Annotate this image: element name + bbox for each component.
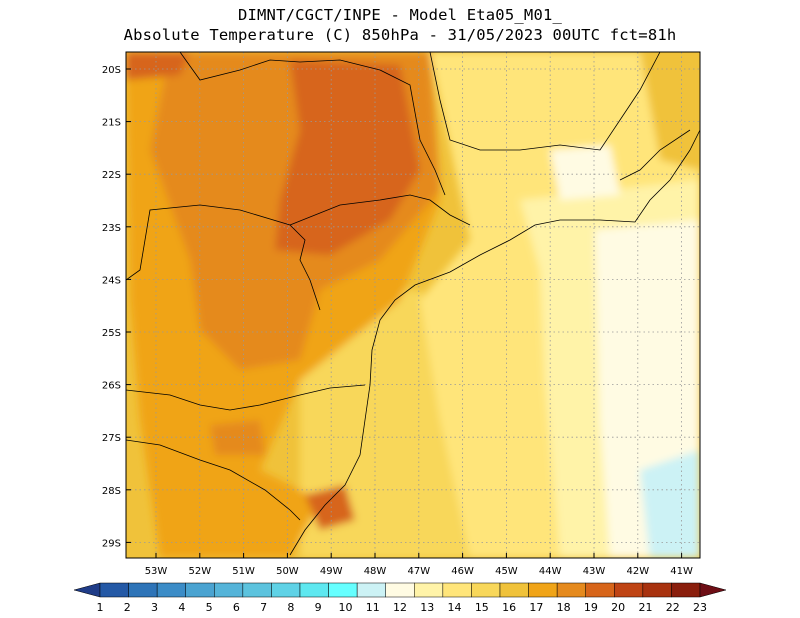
colorbar-label: 14 [448, 601, 462, 614]
colorbar-swatch [328, 582, 358, 598]
colorbar-label: 3 [151, 601, 158, 614]
latitude-labels: 20S 21S 22S 23S 24S 25S 26S 27S 28S 29S [102, 65, 131, 549]
colorbar-swatch [214, 582, 244, 598]
colorbar-label: 15 [475, 601, 489, 614]
title-line-2: Absolute Temperature (C) 850hPa - 31/05/… [123, 26, 677, 44]
colorbar-label: 21 [638, 601, 652, 614]
zone-15-south [300, 290, 500, 558]
longitude-labels: 53W 52W 51W 50W 49W 48W 47W 46W 45W 44W 43W 42W 41W [145, 553, 693, 577]
colorbar-swatch [471, 582, 501, 598]
border-sp-pr [289, 194, 471, 226]
lat-label: 28S [102, 486, 121, 497]
boundaries [126, 52, 700, 556]
colorbar-label: 5 [206, 601, 213, 614]
colorbar: 1 2 3 4 5 6 7 8 9 10 11 12 13 14 15 16 17 18 19 20 21 22 23 [73, 582, 727, 614]
lon-label: 49W [320, 566, 343, 577]
colorbar-swatch [156, 582, 186, 598]
lat-label: 23S [102, 223, 121, 234]
colorbar-label: 6 [233, 601, 240, 614]
lat-label: 29S [102, 538, 121, 549]
border-ms-pr [126, 204, 321, 311]
lon-label: 48W [364, 566, 387, 577]
colorbar-label: 1 [97, 601, 104, 614]
border-mg-rj [429, 52, 661, 151]
colorbar-label: 12 [393, 601, 407, 614]
colorbar-swatch [128, 582, 158, 598]
lon-label: 50W [276, 566, 299, 577]
colorbar-label: 23 [693, 601, 707, 614]
colorbar-swatch [499, 582, 529, 598]
temperature-field [126, 52, 700, 558]
colorbar-label: 9 [315, 601, 322, 614]
grid-lines [126, 52, 700, 558]
colorbar-swatch [242, 582, 272, 598]
colorbar-label: 2 [124, 601, 131, 614]
border-es [619, 129, 691, 181]
colorbar-swatch [385, 582, 415, 598]
lat-label: 24S [102, 275, 121, 286]
colorbar-label: 18 [557, 601, 571, 614]
lon-label: 45W [495, 566, 518, 577]
colorbar-swatch [585, 582, 615, 598]
colorbar-label: 16 [502, 601, 516, 614]
colorbar-swatch [556, 582, 586, 598]
lon-label: 46W [451, 566, 474, 577]
lon-label: 44W [539, 566, 562, 577]
colorbar-label: 20 [611, 601, 625, 614]
colorbar-label: 13 [420, 601, 434, 614]
colorbar-label: 4 [178, 601, 185, 614]
border-sc-rs [126, 439, 301, 521]
lon-label: 43W [583, 566, 606, 577]
border-sp-mg [179, 52, 446, 196]
lat-label: 21S [102, 118, 121, 129]
zone-12-rj [550, 145, 620, 200]
colorbar-swatch [442, 582, 472, 598]
colorbar-swatch [271, 582, 301, 598]
colorbar-swatch [414, 582, 444, 598]
colorbar-swatch [299, 582, 329, 598]
zone-16-northeast [640, 52, 700, 170]
lon-label: 42W [626, 566, 649, 577]
lat-label: 22S [102, 170, 121, 181]
lon-label: 51W [232, 566, 255, 577]
zone-11-southeast [640, 450, 700, 558]
zone-19-northwest [126, 52, 190, 80]
colorbar-label: 7 [260, 601, 267, 614]
zone-19-south [305, 485, 355, 530]
colorbar-label: 8 [287, 601, 294, 614]
lon-label: 41W [670, 566, 693, 577]
colorbar-high-arrow [699, 582, 727, 598]
zone-18-south [210, 420, 265, 455]
colorbar-swatch [528, 582, 558, 598]
colorbar-swatch [185, 582, 215, 598]
lat-label: 25S [102, 328, 121, 339]
colorbar-label: 17 [529, 601, 543, 614]
colorbar-label: 19 [584, 601, 598, 614]
lon-label: 53W [145, 566, 168, 577]
colorbar-label: 10 [338, 601, 352, 614]
colorbar-swatch [356, 582, 386, 598]
title-line-1: DIMNT/CGCT/INPE - Model Eta05_M01_ [237, 6, 563, 24]
colorbar-swatch [99, 582, 129, 598]
lat-label: 20S [102, 65, 121, 76]
colorbar-swatch [614, 582, 644, 598]
colorbar-label: 11 [366, 601, 380, 614]
coastline [289, 129, 700, 556]
colorbar-swatch [642, 582, 672, 598]
lon-label: 52W [188, 566, 211, 577]
colorbar-swatch [671, 582, 701, 598]
lon-label: 47W [407, 566, 430, 577]
border-pr-sc [126, 384, 366, 411]
zone-19-core [275, 60, 420, 255]
lat-label: 27S [102, 433, 121, 444]
map-frame [125, 51, 701, 559]
colorbar-label: 22 [666, 601, 680, 614]
lat-label: 26S [102, 381, 121, 392]
colorbar-low-arrow [73, 582, 101, 598]
